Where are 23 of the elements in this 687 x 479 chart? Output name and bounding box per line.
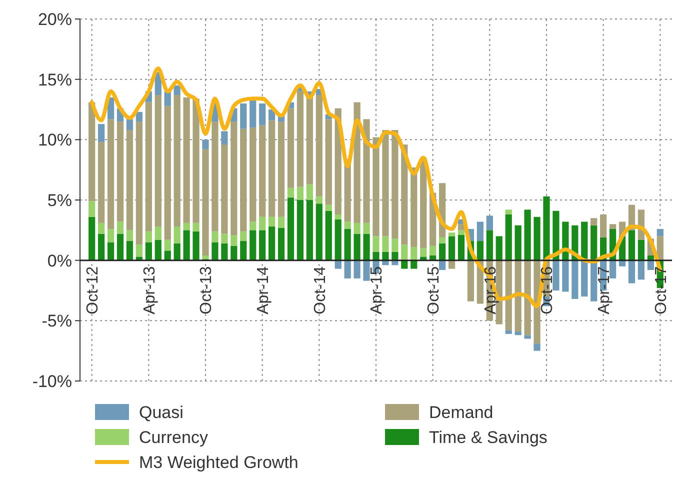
y-tick-label: -10% bbox=[32, 372, 72, 391]
x-tick-label: Apr-14 bbox=[254, 266, 272, 314]
x-tick-label: Apr-17 bbox=[596, 266, 613, 314]
x-tick-label: Oct-16 bbox=[539, 266, 556, 314]
legend-label: M3 Weighted Growth bbox=[139, 452, 298, 472]
legend-label: Quasi bbox=[139, 402, 184, 422]
y-tick-label: 5% bbox=[47, 190, 72, 210]
x-tick-label: Apr-15 bbox=[368, 266, 386, 314]
x-tick-label: Oct-17 bbox=[652, 266, 670, 314]
x-tick-label: Oct-13 bbox=[198, 266, 216, 314]
legend-label: Currency bbox=[139, 428, 208, 447]
y-tick-label: -5% bbox=[42, 312, 72, 331]
x-tick-label: Oct-12 bbox=[84, 266, 102, 314]
y-tick-label: 10% bbox=[38, 130, 72, 150]
x-tick-label: Apr-13 bbox=[141, 266, 158, 314]
legend-label: Time & Savings bbox=[429, 428, 548, 447]
x-tick-label: Apr-16 bbox=[482, 266, 500, 314]
x-tick-label: Oct-14 bbox=[312, 266, 329, 314]
y-tick-label: 0% bbox=[47, 251, 72, 270]
x-tick-label: Oct-15 bbox=[425, 266, 442, 314]
y-tick-label: 15% bbox=[38, 70, 72, 90]
y-tick-label: 20% bbox=[38, 10, 72, 29]
legend-label: Demand bbox=[429, 402, 494, 422]
